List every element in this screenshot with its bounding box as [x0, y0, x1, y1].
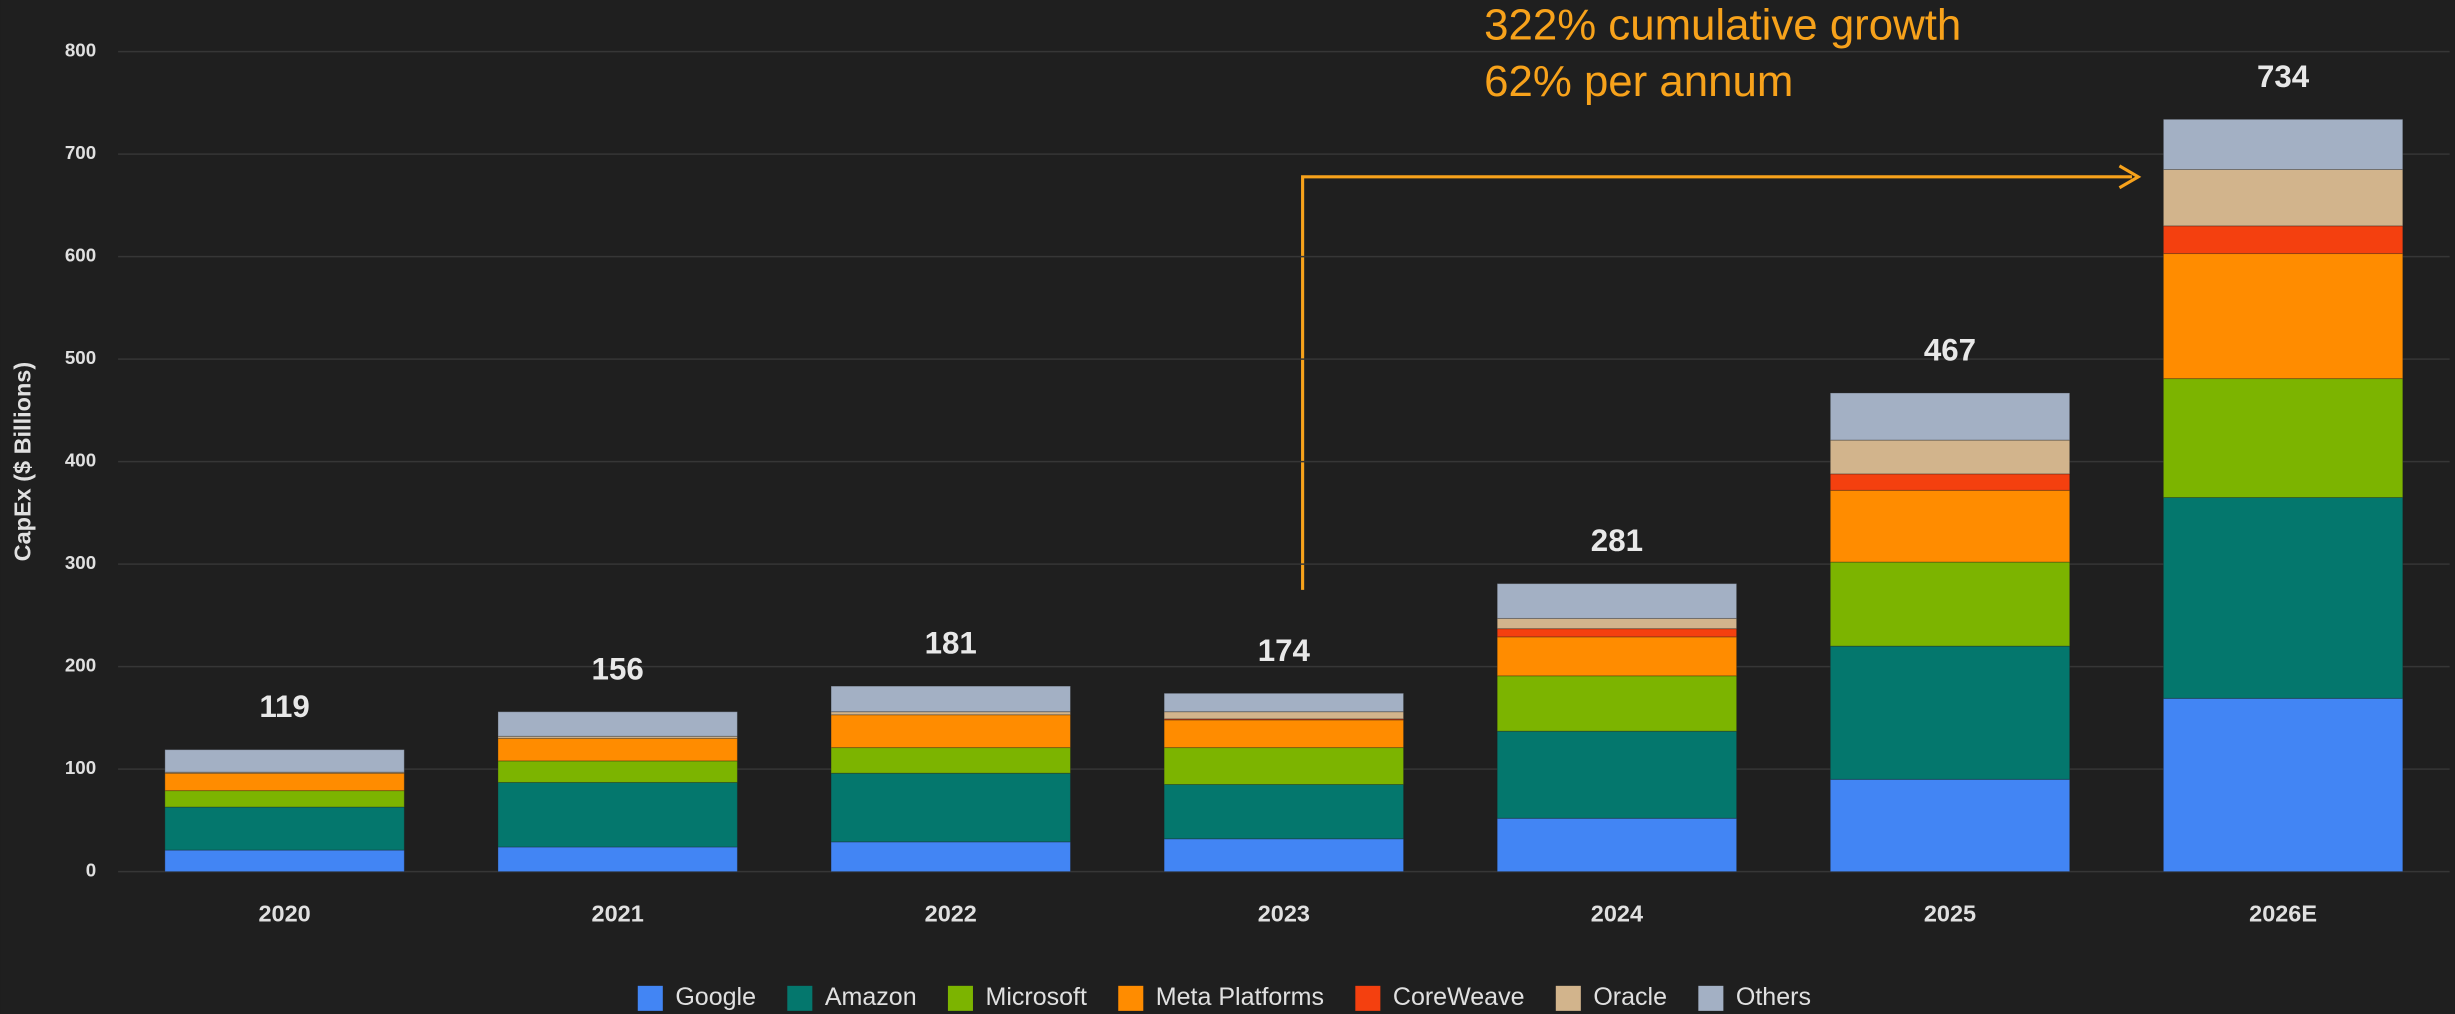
- growth-arrow: [1301, 175, 2132, 590]
- bar-segment: [1496, 636, 1738, 677]
- legend-swatch: [1698, 985, 1724, 1011]
- legend-label: Amazon: [825, 983, 917, 1011]
- legend: Google Amazon Microsoft Meta Platforms CoreW…: [637, 983, 1811, 1011]
- legend-swatch: [947, 985, 973, 1011]
- legend-label: Oracle: [1593, 983, 1667, 1011]
- bar-segment: [830, 772, 1071, 843]
- total-label: 734: [2257, 59, 2310, 94]
- bar-segment: [1496, 675, 1738, 732]
- bar-segment: [830, 841, 1071, 873]
- bar-segment: [2162, 225, 2404, 255]
- annotation: 62% per annum: [1484, 57, 1793, 106]
- y-tick-label: 200: [65, 655, 96, 676]
- y-tick-label: 700: [65, 142, 96, 163]
- bar-segment: [2162, 118, 2404, 170]
- y-tick-label: 100: [65, 757, 96, 778]
- y-tick-label: 0: [86, 860, 96, 881]
- bar-segment: [497, 846, 738, 873]
- bar-segment: [2162, 497, 2404, 699]
- bar-segment: [1163, 711, 1405, 720]
- arrow-head: [2118, 164, 2142, 190]
- legend-swatch: [637, 985, 663, 1011]
- legend-label: CoreWeave: [1393, 983, 1525, 1011]
- bar-segment: [830, 747, 1071, 774]
- y-tick-label: 600: [65, 245, 96, 266]
- legend-swatch: [1118, 985, 1144, 1011]
- bar-segment: [1829, 645, 2071, 780]
- legend-label: Others: [1736, 983, 1811, 1011]
- y-axis-title: CapEx ($ Billions): [9, 362, 35, 562]
- legend-swatch: [1355, 985, 1381, 1011]
- x-tick-label: 2020: [258, 901, 310, 927]
- bar-segment: [2162, 697, 2404, 873]
- legend-label: Microsoft: [985, 983, 1087, 1011]
- total-label: 181: [925, 626, 977, 661]
- bar-segment: [1829, 489, 2071, 563]
- bar-segment: [1163, 838, 1405, 873]
- bar-segment: [1496, 617, 1738, 630]
- bar-segment: [1163, 692, 1405, 713]
- bar-segment: [1829, 439, 2071, 475]
- legend-label: Meta Platforms: [1156, 983, 1324, 1011]
- bar-segment: [1829, 561, 2071, 647]
- bar-segment: [497, 737, 738, 762]
- total-label: 156: [592, 651, 644, 686]
- legend-label: Google: [675, 983, 756, 1011]
- bar-segment: [164, 790, 405, 808]
- bar-segment: [164, 749, 405, 773]
- total-label: 281: [1591, 523, 1643, 558]
- y-tick-label: 300: [65, 552, 96, 573]
- x-tick-label: 2023: [1258, 901, 1310, 927]
- bar-segment: [497, 781, 738, 848]
- x-tick-label: 2024: [1591, 901, 1643, 927]
- bar-segment: [1496, 583, 1738, 619]
- x-tick-label: 2021: [592, 901, 644, 927]
- total-label: 467: [1924, 333, 1976, 368]
- x-tick-label: 2025: [1924, 901, 1976, 927]
- bar-segment: [1496, 817, 1738, 873]
- annotation: 322% cumulative growth: [1484, 1, 1961, 50]
- bar-segment: [2162, 378, 2404, 498]
- legend-swatch: [787, 985, 813, 1011]
- bar-segment: [1163, 719, 1405, 749]
- bar-segment: [830, 714, 1071, 749]
- x-tick-label: 2022: [925, 901, 977, 927]
- y-tick-label: 500: [65, 347, 96, 368]
- bar-segment: [1829, 778, 2071, 873]
- bar-segment: [164, 849, 405, 873]
- bar-segment: [1829, 473, 2071, 491]
- bar-segment: [1829, 392, 2071, 441]
- bar-segment: [497, 711, 738, 737]
- bar-segment: [830, 685, 1071, 713]
- legend-swatch: [1555, 985, 1581, 1011]
- x-tick-label: 2026E: [2249, 901, 2317, 927]
- bar-segment: [1163, 747, 1405, 785]
- total-label: 174: [1258, 633, 1311, 668]
- y-tick-label: 400: [65, 450, 96, 471]
- total-label: 119: [259, 689, 309, 724]
- bar-segment: [1163, 784, 1405, 840]
- bar-segment: [164, 772, 405, 792]
- bar-segment: [2162, 169, 2404, 227]
- bar-segment: [164, 806, 405, 851]
- bar-segment: [497, 760, 738, 783]
- bar-segment: [1496, 628, 1738, 638]
- y-tick-label: 800: [65, 40, 96, 61]
- bar-segment: [2162, 253, 2404, 380]
- bars: 119 2020 156 2021 181 2022 174 2023 281 2024 467 20…: [164, 59, 2404, 927]
- bar-segment: [1496, 730, 1738, 819]
